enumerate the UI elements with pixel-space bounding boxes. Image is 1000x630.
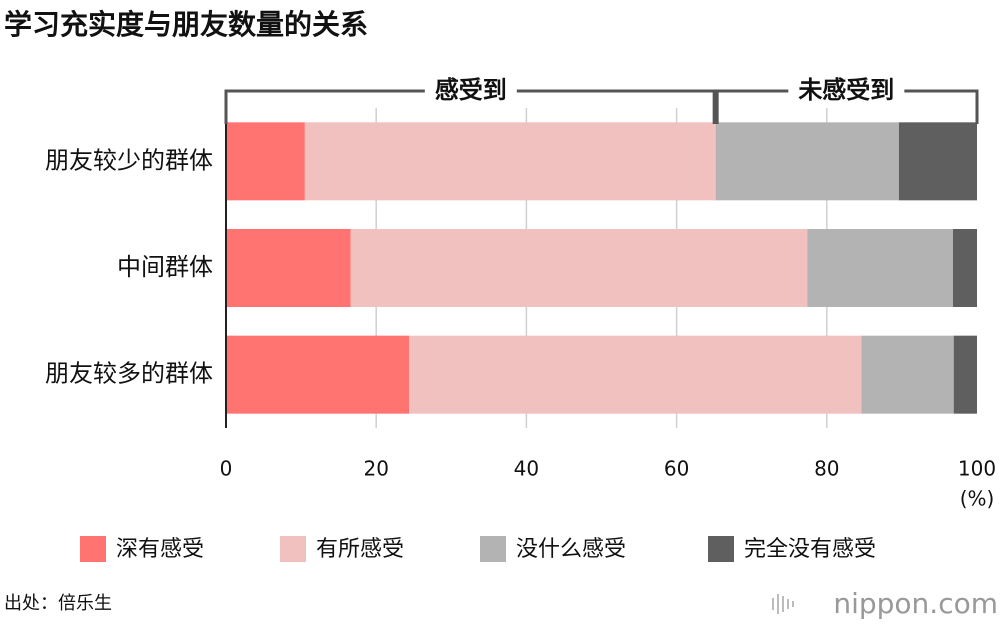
y-tick-label: 朋友较少的群体 <box>45 146 213 174</box>
legend-swatch <box>80 536 106 562</box>
x-tick-label: 80 <box>814 457 839 481</box>
bar-segment <box>226 229 351 307</box>
bar-segment <box>952 229 977 307</box>
legend-label: 没什么感受 <box>516 537 626 562</box>
x-unit: (%) <box>960 487 995 511</box>
legend-swatch <box>708 536 734 562</box>
bar-segment <box>409 335 862 414</box>
chart-title: 学习充实度与朋友数量的关系 <box>4 8 368 41</box>
y-tick-label: 中间群体 <box>117 253 213 281</box>
bar-segment <box>715 122 899 201</box>
logo: nippon.com <box>833 587 998 620</box>
x-tick-label: 100 <box>958 457 996 481</box>
bar-segment <box>226 122 305 201</box>
bar-segment <box>350 229 808 307</box>
logo-icon <box>772 594 794 614</box>
legend-label: 有所感受 <box>316 537 404 562</box>
bar-segment <box>861 335 954 414</box>
legend-label: 完全没有感受 <box>744 537 876 562</box>
x-tick-label: 0 <box>220 457 233 481</box>
y-tick-label: 朋友较多的群体 <box>45 360 213 388</box>
x-tick-label: 40 <box>514 457 539 481</box>
bar-segment <box>304 122 716 201</box>
x-tick-label: 60 <box>664 457 689 481</box>
legend-swatch <box>480 536 506 562</box>
bar-segment <box>226 335 410 414</box>
source: 出处：倍乐生 <box>4 593 112 614</box>
legend-swatch <box>280 536 306 562</box>
group-label: 未感受到 <box>798 76 894 104</box>
group-label: 感受到 <box>435 76 507 104</box>
bar-segment <box>953 335 977 414</box>
bar-segment <box>807 229 953 307</box>
bar-segment <box>898 122 977 201</box>
legend-label: 深有感受 <box>116 537 204 562</box>
x-tick-label: 20 <box>363 457 388 481</box>
